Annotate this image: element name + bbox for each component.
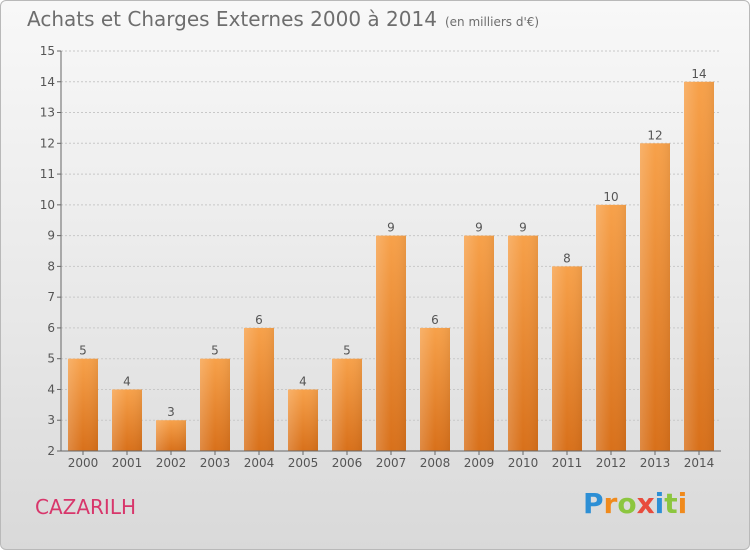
y-tick-label: 5 [47,352,55,366]
x-tick-label: 2014 [684,456,715,470]
y-tick-label: 13 [40,106,55,120]
y-tick-label: 6 [47,321,55,335]
logo-letter: i [654,487,665,520]
value-label: 9 [475,221,483,235]
logo-letter: t [664,487,678,520]
city-name: CAZARILH [35,495,137,519]
value-label: 14 [691,67,706,81]
value-label: 12 [647,128,662,142]
bar-shine-2003 [200,358,230,451]
x-tick-label: 2008 [420,456,451,470]
bars [68,81,714,452]
logo-letter: x [636,487,655,520]
y-axis-ticks: 2 3 4 5 6 7 8 9 10 11 12 13 14 15 [40,44,61,458]
value-label: 6 [255,313,263,327]
title-text: Achats et Charges Externes 2000 à 2014 [27,7,437,31]
y-tick-label: 10 [40,198,55,212]
x-tick-label: 2003 [200,456,231,470]
value-label: 10 [603,190,618,204]
value-label: 8 [563,251,571,265]
x-tick-label: 2013 [640,456,671,470]
x-tick-label: 2002 [156,456,187,470]
logo-letter: o [617,487,637,520]
y-tick-label: 8 [47,259,55,273]
logo-letter: i [677,487,688,520]
y-tick-label: 4 [47,382,55,396]
value-label: 9 [519,221,527,235]
title-unit: (en milliers d'€) [444,15,540,29]
proxiti-logo[interactable]: Proxiti [583,487,687,520]
value-label: 5 [343,344,351,358]
y-tick-label: 2 [47,444,55,458]
bar-shine-2014 [684,81,714,452]
bar-shine-2002 [156,420,186,451]
bar-shine-2008 [420,327,450,451]
value-label: 6 [431,313,439,327]
value-labels: 5 4 3 5 6 4 5 9 6 9 9 8 10 12 14 [79,67,706,419]
y-tick-label: 11 [40,167,55,181]
bar-shine-2011 [552,266,582,451]
x-tick-label: 2011 [552,456,583,470]
bar-shine-2001 [112,389,142,451]
bar-shine-2012 [596,204,626,451]
y-tick-label: 14 [40,75,55,89]
x-tick-label: 2004 [244,456,275,470]
logo-letter: P [583,487,604,520]
y-tick-label: 7 [47,290,55,304]
x-axis-ticks: 2000 2001 2002 2003 2004 2005 2006 2007 2008 2009… [68,451,715,470]
bar-shine-2005 [288,389,318,451]
x-tick-label: 2007 [376,456,407,470]
x-tick-label: 2009 [464,456,495,470]
value-label: 4 [299,374,307,388]
x-tick-label: 2001 [112,456,143,470]
bar-shine-2000 [68,358,98,451]
value-label: 5 [211,344,219,358]
value-label: 9 [387,221,395,235]
x-tick-label: 2012 [596,456,627,470]
bar-shine-2013 [640,143,670,452]
y-tick-label: 12 [40,136,55,150]
bar-shine-2004 [244,327,274,451]
x-tick-label: 2000 [68,456,99,470]
chart-title: Achats et Charges Externes 2000 à 2014 (e… [27,7,539,31]
y-tick-label: 15 [40,44,55,58]
value-label: 3 [167,405,175,419]
y-tick-label: 3 [47,413,55,427]
x-tick-label: 2010 [508,456,539,470]
value-label: 4 [123,374,131,388]
x-tick-label: 2006 [332,456,363,470]
y-tick-label: 9 [47,229,55,243]
x-tick-label: 2005 [288,456,319,470]
bar-shine-2009 [464,235,494,451]
bar-shine-2006 [332,358,362,451]
bar-shine-2007 [376,235,406,451]
bar-shine-2010 [508,235,538,451]
value-label: 5 [79,344,87,358]
logo-letter: r [603,487,618,520]
